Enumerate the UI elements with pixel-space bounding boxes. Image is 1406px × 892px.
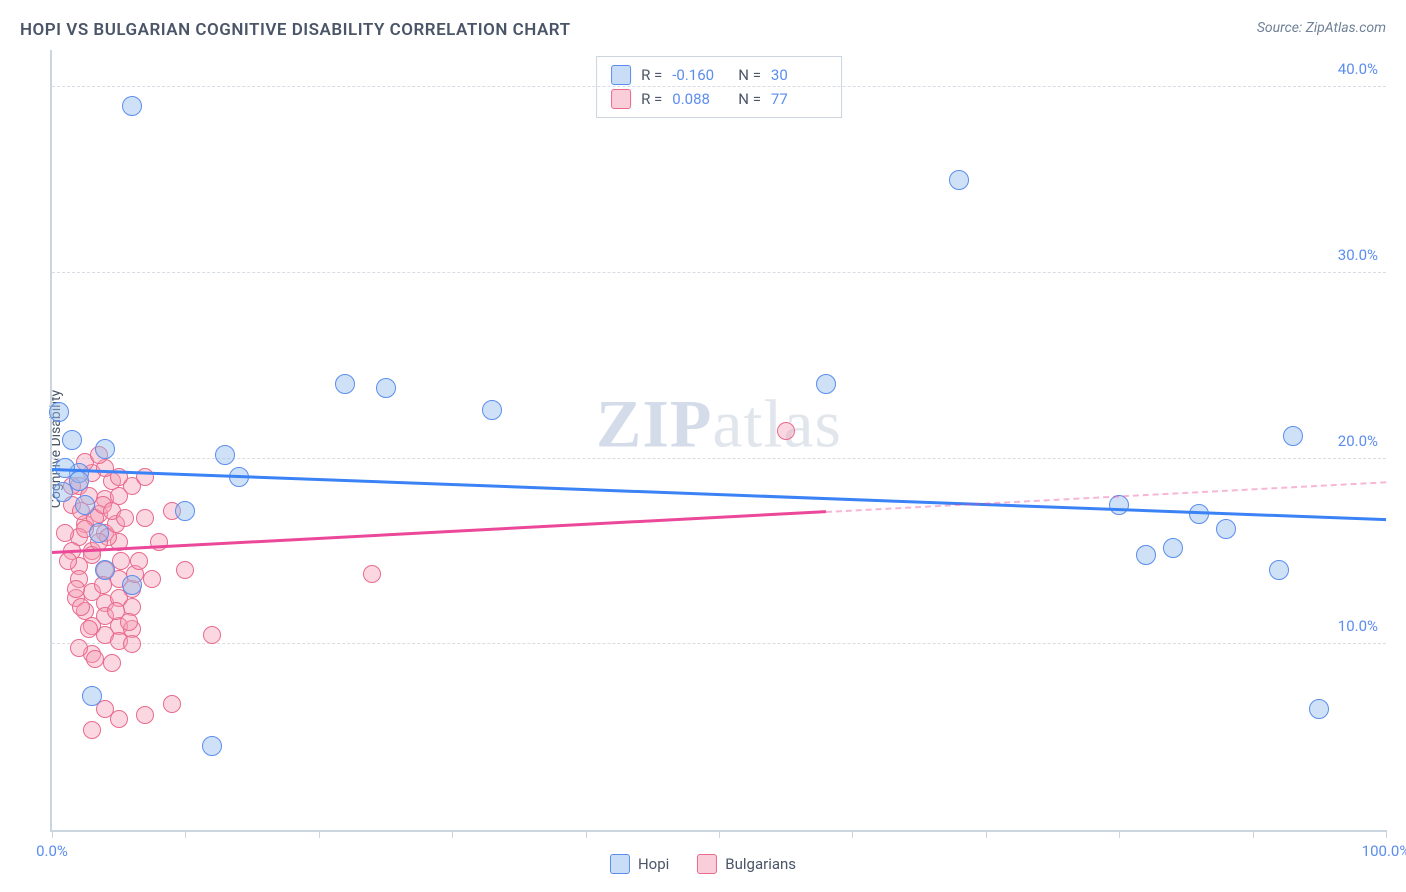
data-point-bulg bbox=[120, 613, 138, 631]
swatch-bulg bbox=[697, 854, 717, 874]
data-point-bulg bbox=[123, 635, 141, 653]
data-point-bulg bbox=[176, 561, 194, 579]
data-point-hopi bbox=[816, 374, 836, 394]
trend-line bbox=[52, 468, 1386, 521]
data-point-hopi bbox=[949, 170, 969, 190]
data-point-hopi bbox=[215, 445, 235, 465]
data-point-bulg bbox=[136, 706, 154, 724]
gridline bbox=[52, 643, 1386, 644]
data-point-bulg bbox=[67, 580, 85, 598]
x-tick bbox=[1386, 830, 1387, 838]
data-point-hopi bbox=[122, 575, 142, 595]
data-point-hopi bbox=[1269, 560, 1289, 580]
swatch-hopi bbox=[611, 65, 631, 85]
legend-r-label: R = bbox=[641, 66, 662, 84]
data-point-hopi bbox=[49, 402, 69, 422]
gridline bbox=[52, 86, 1386, 87]
x-tick-label: 0.0% bbox=[36, 842, 68, 860]
data-point-hopi bbox=[1136, 545, 1156, 565]
data-point-hopi bbox=[89, 523, 109, 543]
y-tick-label: 30.0% bbox=[1338, 246, 1378, 264]
legend-item-bulg: Bulgarians bbox=[697, 854, 796, 874]
x-tick bbox=[185, 830, 186, 838]
data-point-bulg bbox=[143, 570, 161, 588]
x-tick bbox=[586, 830, 587, 838]
chart-title: HOPI VS BULGARIAN COGNITIVE DISABILITY C… bbox=[20, 20, 571, 40]
data-point-hopi bbox=[1216, 519, 1236, 539]
data-point-hopi bbox=[95, 560, 115, 580]
x-tick bbox=[1253, 830, 1254, 838]
data-point-hopi bbox=[175, 501, 195, 521]
data-point-bulg bbox=[363, 565, 381, 583]
watermark-bold: ZIP bbox=[596, 386, 712, 462]
y-tick-label: 20.0% bbox=[1338, 432, 1378, 450]
data-point-hopi bbox=[95, 439, 115, 459]
x-tick bbox=[986, 830, 987, 838]
legend-n-label: N = bbox=[738, 66, 761, 84]
data-point-hopi bbox=[1163, 538, 1183, 558]
plot-area: ZIPatlas R = -0.160 N = 30 R = 0.088 N =… bbox=[50, 50, 1386, 832]
data-point-bulg bbox=[110, 710, 128, 728]
legend-item-hopi: Hopi bbox=[610, 854, 669, 874]
data-point-hopi bbox=[1309, 699, 1329, 719]
data-point-bulg bbox=[70, 639, 88, 657]
data-point-bulg bbox=[80, 620, 98, 638]
x-tick bbox=[1119, 830, 1120, 838]
data-point-hopi bbox=[376, 378, 396, 398]
x-tick bbox=[719, 830, 720, 838]
legend-bulg-label: Bulgarians bbox=[725, 855, 796, 873]
data-point-hopi bbox=[53, 482, 73, 502]
legend-row-bulg: R = 0.088 N = 77 bbox=[611, 87, 827, 111]
chart-area: Cognitive Disability ZIPatlas R = -0.160… bbox=[50, 50, 1386, 832]
data-point-bulg bbox=[59, 552, 77, 570]
data-point-bulg bbox=[163, 695, 181, 713]
data-point-hopi bbox=[82, 686, 102, 706]
data-point-bulg bbox=[86, 650, 104, 668]
data-point-bulg bbox=[83, 721, 101, 739]
x-tick-label: 100.0% bbox=[1362, 842, 1406, 860]
legend-n-label: N = bbox=[738, 90, 761, 108]
y-tick-label: 10.0% bbox=[1338, 617, 1378, 635]
data-point-bulg bbox=[116, 509, 134, 527]
legend-bulg-n: 77 bbox=[771, 90, 827, 108]
data-point-hopi bbox=[62, 430, 82, 450]
x-tick bbox=[52, 830, 53, 838]
legend-hopi-label: Hopi bbox=[638, 855, 669, 873]
data-point-bulg bbox=[203, 626, 221, 644]
legend-hopi-n: 30 bbox=[771, 66, 827, 84]
data-point-bulg bbox=[777, 422, 795, 440]
swatch-hopi bbox=[610, 854, 630, 874]
legend-bulg-r: 0.088 bbox=[672, 90, 728, 108]
data-point-hopi bbox=[482, 400, 502, 420]
watermark: ZIPatlas bbox=[596, 385, 842, 464]
data-point-hopi bbox=[75, 495, 95, 515]
gridline bbox=[52, 272, 1386, 273]
watermark-rest: atlas bbox=[712, 386, 842, 462]
data-point-hopi bbox=[1283, 426, 1303, 446]
data-point-hopi bbox=[122, 96, 142, 116]
x-tick bbox=[319, 830, 320, 838]
source-label: Source: ZipAtlas.com bbox=[1257, 20, 1386, 36]
data-point-bulg bbox=[130, 552, 148, 570]
data-point-bulg bbox=[72, 598, 90, 616]
x-tick bbox=[852, 830, 853, 838]
data-point-hopi bbox=[1189, 504, 1209, 524]
legend-r-label: R = bbox=[641, 90, 662, 108]
gridline bbox=[52, 458, 1386, 459]
data-point-hopi bbox=[335, 374, 355, 394]
data-point-hopi bbox=[202, 736, 222, 756]
x-tick bbox=[452, 830, 453, 838]
data-point-hopi bbox=[1109, 495, 1129, 515]
data-point-bulg bbox=[103, 654, 121, 672]
y-tick-label: 40.0% bbox=[1338, 60, 1378, 78]
swatch-bulg bbox=[611, 89, 631, 109]
legend-hopi-r: -0.160 bbox=[672, 66, 728, 84]
data-point-bulg bbox=[56, 524, 74, 542]
data-point-bulg bbox=[136, 509, 154, 527]
data-point-bulg bbox=[150, 533, 168, 551]
bottom-legend: Hopi Bulgarians bbox=[610, 854, 796, 874]
legend-row-hopi: R = -0.160 N = 30 bbox=[611, 63, 827, 87]
